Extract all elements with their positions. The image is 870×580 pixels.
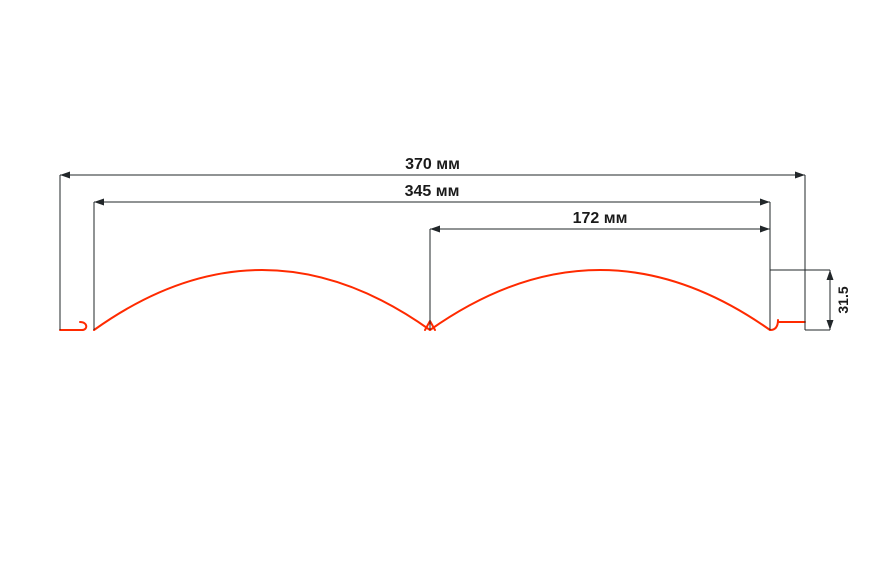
- dimension-label: 172 мм: [573, 210, 628, 227]
- dimension-label: 370 мм: [405, 156, 460, 173]
- profile-cross-section: [60, 270, 805, 330]
- dimension-label: 345 мм: [405, 183, 460, 200]
- dimension-label: 31.5: [835, 286, 851, 313]
